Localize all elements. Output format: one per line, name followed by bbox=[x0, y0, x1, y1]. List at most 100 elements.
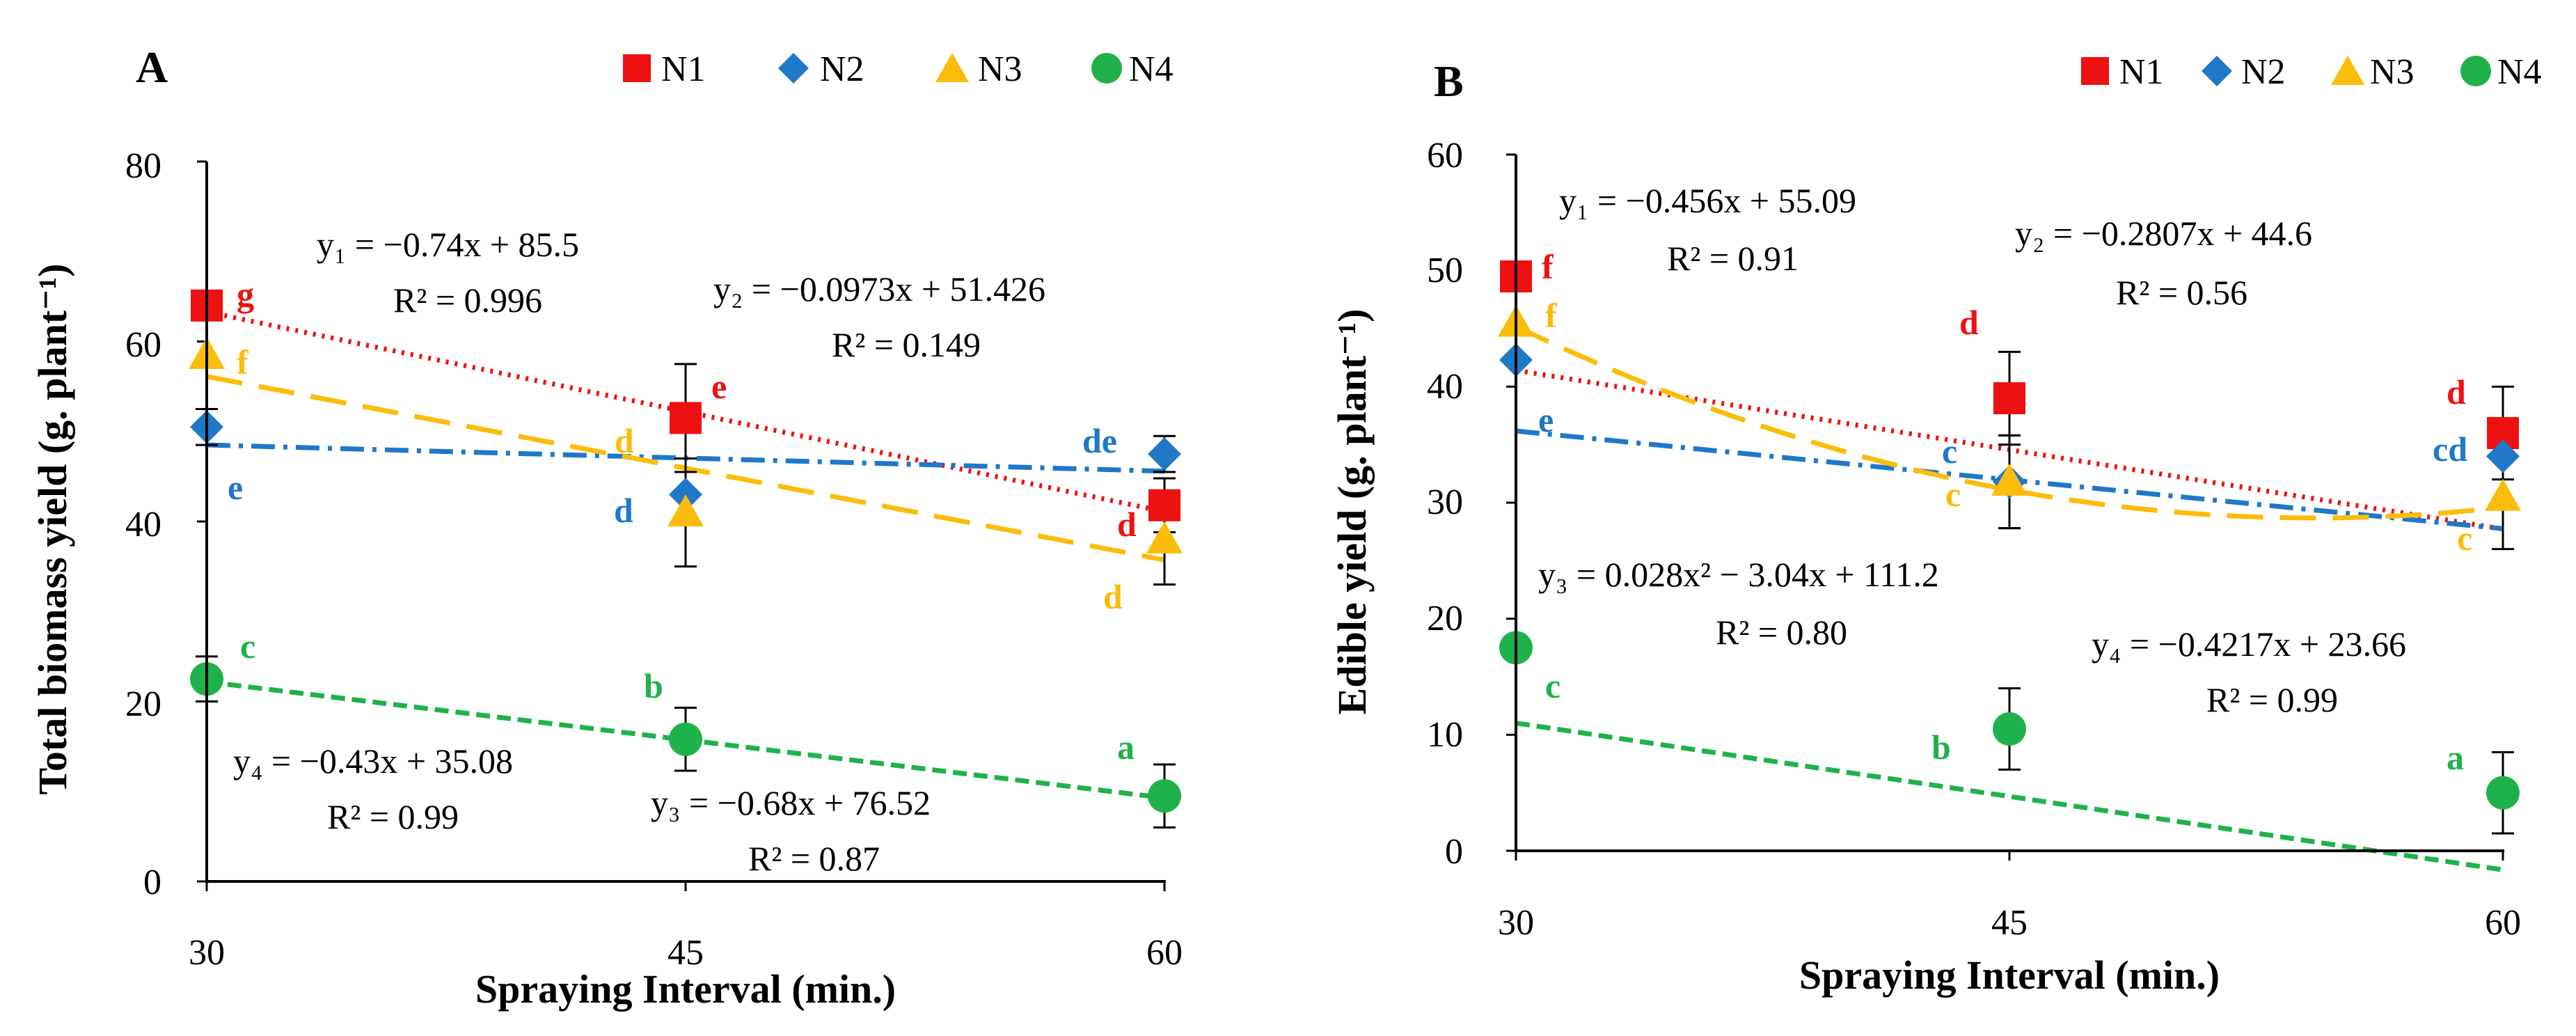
panel-b-x-tick-45: 45 bbox=[1991, 903, 2028, 943]
panel-b-point-n4-45 bbox=[1993, 712, 2026, 746]
legend-a-n2-label: N2 bbox=[820, 49, 864, 89]
panel-a-letter-n2-45: d bbox=[614, 491, 633, 530]
panel-b-y-tick-40: 40 bbox=[1427, 367, 1463, 407]
panel-b: B N1 N2 N3 N4 0 10 20 30 40 50 60 30 45 … bbox=[1329, 52, 2542, 998]
panel-b-point-n3-45 bbox=[1991, 464, 2028, 496]
panel-a-letter-n2-60: de bbox=[1082, 421, 1117, 460]
panel-a-x-axis-title: Spraying Interval (min.) bbox=[475, 966, 896, 1012]
panel-a-y-tick-60: 60 bbox=[125, 325, 161, 365]
panel-a-eq2: y₂ = −0.0973x + 51.426 bbox=[713, 269, 1045, 308]
legend-b-n2-marker bbox=[2202, 56, 2232, 86]
panel-b-eq3: y₃ = 0.028x² − 3.04x + 111.2 bbox=[1538, 555, 1939, 594]
panel-b-letter-n2-60: cd bbox=[2433, 430, 2467, 469]
panel-a-eq3-r2: R² = 0.87 bbox=[748, 839, 880, 878]
panel-a-letter-n1-45: e bbox=[711, 367, 727, 406]
panel-a-plot-area bbox=[189, 160, 1183, 891]
panel-b-point-n4-60 bbox=[2486, 776, 2520, 810]
panel-b-letter-n4-45: b bbox=[1931, 728, 1951, 767]
panel-a-letter-n1-60: d bbox=[1117, 505, 1137, 544]
panel-a-point-n3-45 bbox=[667, 494, 704, 527]
panel-b-eq2: y₂ = −0.2807x + 44.6 bbox=[2015, 214, 2312, 253]
panel-a-letter-n4-30: c bbox=[240, 627, 255, 666]
panel-b-point-n2-60 bbox=[2486, 439, 2520, 473]
panel-b-y-axis-title: Edible yield (g. plant⁻¹) bbox=[1329, 309, 1375, 715]
panel-a-eq1-r2: R² = 0.996 bbox=[393, 281, 542, 320]
panel-b-letter: B bbox=[1434, 56, 1464, 106]
panel-b-equations: y₁ = −0.456x + 55.09 R² = 0.91 y₂ = −0.2… bbox=[1538, 181, 2406, 719]
legend-a-n2-marker bbox=[778, 53, 809, 84]
panel-b-y-tick-60: 60 bbox=[1427, 136, 1463, 175]
panel-a-y-tick-20: 20 bbox=[125, 684, 161, 724]
panel-b-letter-n4-60: a bbox=[2447, 738, 2464, 777]
panel-b-letter-n3-30: f bbox=[1545, 296, 1558, 335]
panel-a-x-tick-60: 60 bbox=[1146, 933, 1183, 973]
panel-b-eq2-r2: R² = 0.56 bbox=[2116, 273, 2247, 312]
legend-a-n4-label: N4 bbox=[1129, 49, 1174, 89]
panel-b-y-tick-0: 0 bbox=[1445, 832, 1463, 872]
legend-b-n4-marker bbox=[2460, 56, 2491, 86]
panel-a-letter-n4-45: b bbox=[644, 666, 663, 705]
panel-a-y-tick-0: 0 bbox=[143, 863, 161, 902]
panel-a-eq3: y₃ = −0.68x + 76.52 bbox=[651, 783, 931, 822]
panel-a-letter-n3-45: d bbox=[615, 421, 634, 460]
panel-a-point-n4-45 bbox=[669, 722, 702, 756]
panel-a-x-tick-45: 45 bbox=[667, 933, 704, 973]
panel-b-eq4-r2: R² = 0.99 bbox=[2206, 680, 2338, 719]
panel-b-y-tick-50: 50 bbox=[1427, 251, 1463, 290]
panel-b-letter-n4-30: c bbox=[1545, 666, 1560, 705]
panel-b-eq4: y₄ = −0.4217x + 23.66 bbox=[2092, 625, 2406, 664]
panel-b-y-tick-20: 20 bbox=[1427, 599, 1463, 638]
panel-a-point-n4-60 bbox=[1148, 779, 1181, 813]
legend-b-n1-marker bbox=[2081, 57, 2109, 85]
legend-b-n2-label: N2 bbox=[2241, 52, 2286, 92]
legend-b-n3-marker bbox=[2331, 56, 2364, 85]
panel-a-letter-n2-30: e bbox=[228, 468, 243, 507]
legend-a-n3-label: N3 bbox=[978, 49, 1022, 89]
legend-b-n4-label: N4 bbox=[2497, 52, 2542, 92]
panel-a-x-tick-30: 30 bbox=[189, 933, 225, 973]
panel-a-point-n2-60 bbox=[1148, 437, 1181, 471]
panel-b-x-tick-60: 60 bbox=[2485, 903, 2521, 943]
legend-a-n1-marker bbox=[623, 54, 651, 82]
panel-a-equations: y₁ = −0.74x + 85.5 R² = 0.996 y₂ = −0.09… bbox=[233, 225, 1045, 878]
panel-b-eq1: y₁ = −0.456x + 55.09 bbox=[1559, 181, 1856, 220]
panel-b-letter-n1-30: f bbox=[1542, 247, 1554, 286]
panel-b-letter-n2-45: c bbox=[1942, 432, 1957, 471]
panel-a-point-n3-60 bbox=[1146, 521, 1183, 554]
legend-a-n4-marker bbox=[1091, 53, 1122, 84]
panel-a-letter-n3-60: d bbox=[1103, 577, 1123, 616]
panel-a-point-n1-60 bbox=[1148, 489, 1180, 521]
panel-b-legend: N1 N2 N3 N4 bbox=[2081, 52, 2542, 92]
legend-b-n3-label: N3 bbox=[2370, 52, 2415, 92]
panel-b-significance-letters: f d d e c cd f c c c b a bbox=[1538, 247, 2472, 777]
panel-b-letter-n3-60: c bbox=[2457, 519, 2472, 558]
legend-a-n1-label: N1 bbox=[661, 49, 706, 89]
panel-a-y-tick-80: 80 bbox=[125, 146, 161, 186]
legend-a-n3-marker bbox=[935, 53, 969, 82]
panel-a-point-n1-45 bbox=[670, 402, 702, 434]
panel-a-eq1: y₁ = −0.74x + 85.5 bbox=[317, 225, 579, 264]
panel-b-letter-n1-45: d bbox=[1959, 303, 1979, 342]
panel-a-legend: N1 N2 N3 N4 bbox=[623, 49, 1174, 89]
panel-b-letter-n2-30: e bbox=[1538, 400, 1554, 439]
panel-a-letter: A bbox=[136, 42, 168, 92]
panel-a-eq4: y₄ = −0.43x + 35.08 bbox=[233, 741, 513, 780]
panel-a-y-axis-title: Total biomass yield (g. plant⁻¹) bbox=[30, 264, 75, 795]
panel-b-plot-area bbox=[1498, 153, 2521, 872]
panel-a-letter-n4-60: a bbox=[1117, 728, 1135, 767]
panel-a-letter-n3-30: f bbox=[237, 343, 249, 382]
panel-a-significance-letters: g e d e d de f d d c b a bbox=[228, 275, 1137, 767]
panel-a: A N1 N2 N3 N4 0 20 40 60 80 30 45 60 Spr… bbox=[30, 42, 1183, 1012]
panel-b-letter-n1-60: d bbox=[2447, 372, 2466, 411]
panel-a-y-tick-40: 40 bbox=[125, 505, 161, 544]
panel-b-y-tick-10: 10 bbox=[1427, 715, 1463, 755]
panel-a-eq2-r2: R² = 0.149 bbox=[832, 325, 981, 364]
panel-b-x-axis-title: Spraying Interval (min.) bbox=[1799, 952, 2220, 998]
panel-b-point-n3-60 bbox=[2485, 478, 2521, 511]
panel-a-eq4-r2: R² = 0.99 bbox=[327, 797, 459, 836]
panel-b-trendline-n3 bbox=[1515, 324, 2504, 521]
panel-b-eq3-r2: R² = 0.80 bbox=[1716, 613, 1847, 652]
panel-b-point-n1-45 bbox=[1993, 382, 2025, 414]
panel-b-letter-n3-45: c bbox=[1945, 475, 1961, 514]
